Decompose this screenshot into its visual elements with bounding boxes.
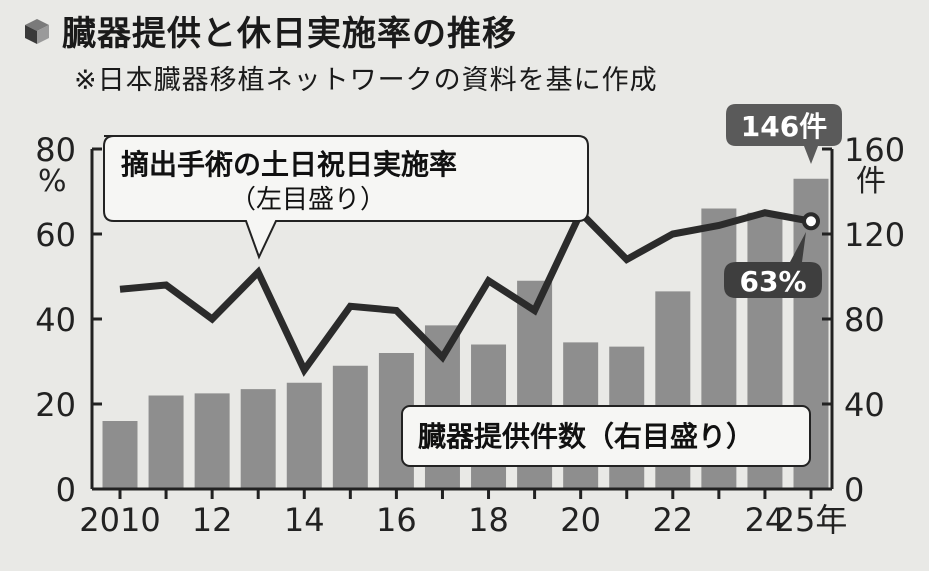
x-tick-label: 16 bbox=[376, 501, 417, 539]
right-tick-label: 120 bbox=[844, 216, 905, 254]
left-tick-label: 60 bbox=[35, 216, 76, 254]
bar-series-label: 臓器提供件数（右目盛り） bbox=[418, 420, 754, 453]
line-series-weekend-rate bbox=[119, 206, 812, 377]
right-tick-label: 80 bbox=[844, 301, 885, 339]
left-axis-unit: % bbox=[38, 164, 67, 199]
last-bar-value: 146件 bbox=[741, 110, 827, 143]
bar-2014 bbox=[286, 382, 322, 489]
line-value-badge: 63% bbox=[724, 232, 822, 298]
bar-label-box: 臓器提供件数（右目盛り） bbox=[401, 405, 811, 467]
last-line-value: 63% bbox=[739, 265, 806, 298]
right-tick-label: 160 bbox=[844, 131, 905, 169]
line-callout-title: 摘出手術の土日祝日実施率 bbox=[121, 148, 457, 181]
x-tick-label: 14 bbox=[284, 501, 325, 539]
x-tick-label: 25年 bbox=[775, 501, 848, 539]
x-tick-label: 18 bbox=[468, 501, 509, 539]
left-tick-label: 80 bbox=[35, 131, 76, 169]
left-axis-ticks: 0 20 40 60 80 bbox=[35, 131, 102, 509]
bar-2015 bbox=[332, 365, 368, 489]
x-tick-label: 2010 bbox=[79, 501, 160, 539]
page-title: 臓器提供と休日実施率の推移 bbox=[62, 14, 517, 54]
bar-2010 bbox=[102, 421, 138, 489]
right-axis-ticks: 0 40 80 120 160 bbox=[822, 131, 905, 509]
bar-2013 bbox=[240, 389, 276, 489]
left-tick-label: 40 bbox=[35, 301, 76, 339]
line-callout-axis: （左目盛り） bbox=[230, 185, 386, 215]
x-tick-label: 20 bbox=[560, 501, 601, 539]
cube-icon bbox=[25, 18, 49, 44]
x-tick-label: 22 bbox=[652, 501, 693, 539]
bar-2011 bbox=[148, 395, 184, 489]
right-tick-label: 0 bbox=[844, 471, 864, 509]
bar-2012 bbox=[194, 393, 230, 489]
right-tick-label: 40 bbox=[844, 386, 885, 424]
source-note: ※日本臓器移植ネットワークの資料を基に作成 bbox=[74, 65, 658, 96]
line-callout: 摘出手術の土日祝日実施率 （左目盛り） bbox=[103, 135, 589, 260]
left-tick-label: 20 bbox=[35, 386, 76, 424]
right-axis-unit: 件 bbox=[856, 164, 886, 199]
line-end-marker bbox=[802, 212, 820, 231]
x-tick-label: 12 bbox=[192, 501, 233, 539]
title-row: 臓器提供と休日実施率の推移 bbox=[22, 6, 517, 55]
bar-value-badge: 146件 bbox=[726, 104, 842, 164]
x-tick-label: 24 bbox=[745, 501, 786, 539]
left-tick-label: 0 bbox=[56, 471, 76, 509]
